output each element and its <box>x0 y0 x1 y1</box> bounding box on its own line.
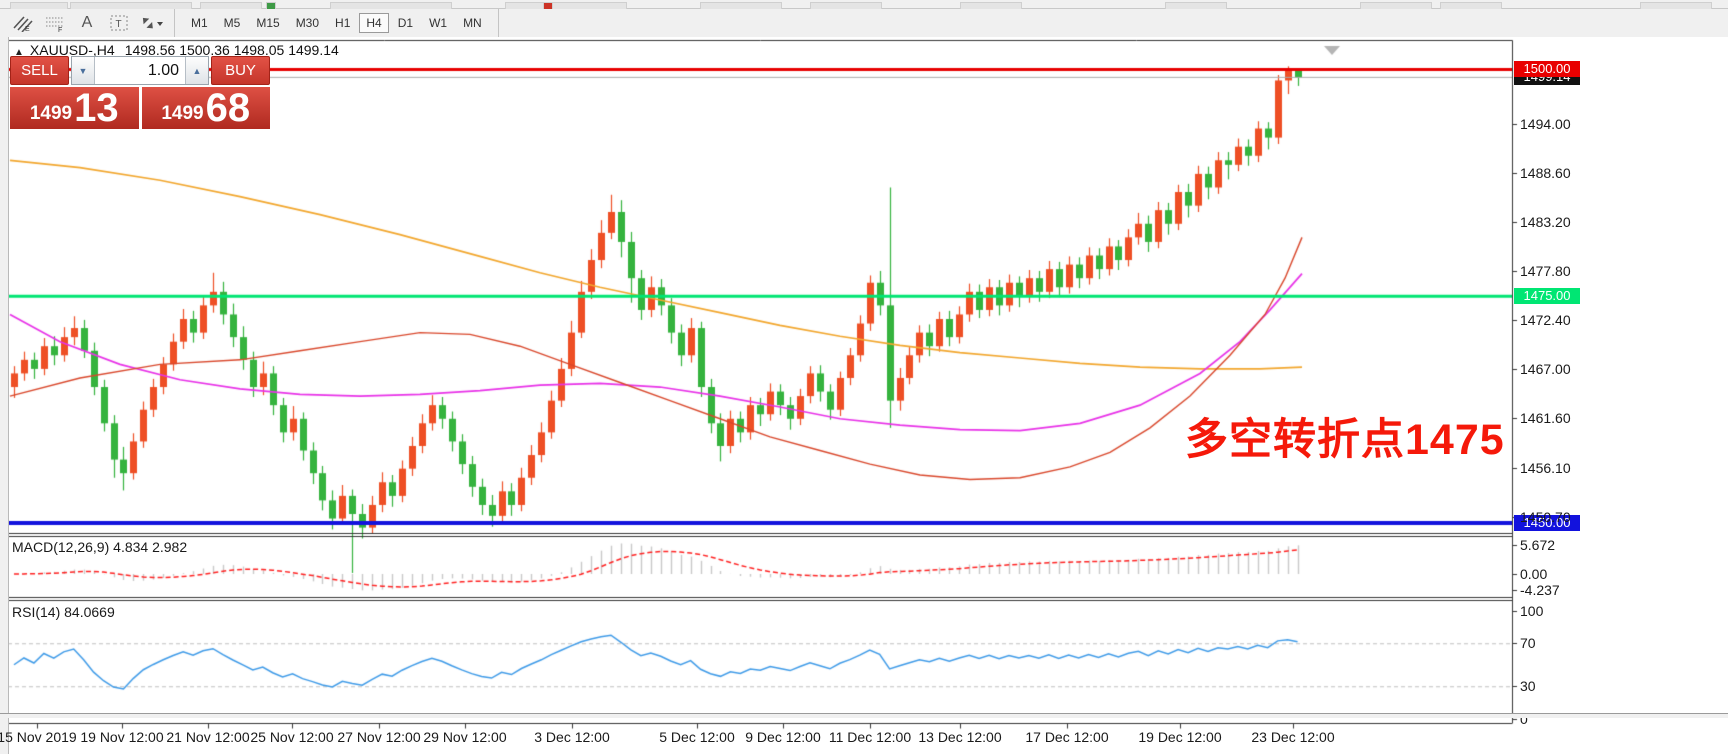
timeframe-button-h4[interactable]: H4 <box>359 13 389 33</box>
fibo-expansion-icon[interactable]: E <box>10 12 36 34</box>
one-click-trade-panel: SELL ▼ ▲ BUY 1499 13 1499 68 <box>10 56 270 129</box>
buy-price-big: 68 <box>205 86 251 130</box>
price-tick-label: 1488.60 <box>1520 164 1571 181</box>
text-label-icon[interactable]: A <box>81 14 93 31</box>
cropped-toolbar-button <box>1640 2 1712 9</box>
time-tick-label: 13 Dec 12:00 <box>918 729 1002 745</box>
time-tick-label: 25 Nov 12:00 <box>250 729 334 745</box>
timeframe-button-d1[interactable]: D1 <box>391 13 420 33</box>
macd-tick-label: 0.00 <box>1520 566 1548 582</box>
rsi-value: 84.0669 <box>64 604 115 620</box>
rsi-tick-label: 70 <box>1520 635 1536 652</box>
chart-window: ▲ XAUUSD-,H4 1498.56 1500.36 1498.05 1499.… <box>0 37 1728 754</box>
window-left-gutter <box>0 37 9 754</box>
rsi-label: RSI(14) 84.0669 <box>12 604 115 620</box>
timeframe-button-mn[interactable]: MN <box>456 13 489 33</box>
buy-price-small: 1499 <box>161 103 204 124</box>
hline-1500-label: 1500.00 <box>1514 61 1580 78</box>
time-tick-label: 29 Nov 12:00 <box>423 729 507 745</box>
cropped-toolbar-button <box>960 2 1022 9</box>
volume-increase-button[interactable]: ▲ <box>186 57 208 84</box>
volume-decrease-button[interactable]: ▼ <box>72 57 94 84</box>
hline-1450-label: 1450.00 <box>1514 514 1580 531</box>
volume-group: ▼ ▲ <box>71 56 209 85</box>
price-tick-label: 1450.70 <box>1520 508 1571 525</box>
chart-ohlc-values: 1498.56 1500.36 1498.05 1499.14 <box>124 42 339 58</box>
sell-button[interactable]: SELL <box>10 56 69 85</box>
cropped-red-icon <box>543 2 553 9</box>
cropped-toolbar-button <box>70 2 192 9</box>
timeframes-toolbar: M1 M5 M15 M30 H1 H4 D1 W1 MN <box>174 9 490 37</box>
arrows-icon[interactable] <box>138 12 164 34</box>
timeframe-button-m30[interactable]: M30 <box>289 13 326 33</box>
text-box-icon[interactable]: T <box>106 12 132 34</box>
cropped-toolbar-button <box>330 2 452 9</box>
time-tick-label: 3 Dec 12:00 <box>534 729 610 745</box>
cropped-toolbar-button <box>700 2 782 9</box>
sell-price-box[interactable]: 1499 13 <box>10 87 139 129</box>
time-tick-label: 17 Dec 12:00 <box>1025 729 1109 745</box>
rsi-tick-label: 0 <box>1520 710 1528 727</box>
cropped-toolbar-button <box>1165 2 1227 9</box>
macd-signal-value: 2.982 <box>152 539 188 555</box>
time-tick-label: 23 Dec 12:00 <box>1251 729 1335 745</box>
price-tick-label: 1472.40 <box>1520 311 1571 328</box>
rsi-tick-label: 30 <box>1520 678 1536 695</box>
buy-price-box[interactable]: 1499 68 <box>141 86 270 130</box>
toolbar: E F A T M1 M5 M15 M30 H1 H4 D1 W1 MN <box>0 9 1728 38</box>
chart-symbol-period: XAUUSD-,H4 <box>29 42 115 58</box>
timeframe-button-w1[interactable]: W1 <box>422 13 454 33</box>
buy-button[interactable]: BUY <box>211 56 270 85</box>
timeframe-button-m15[interactable]: M15 <box>249 13 286 33</box>
time-tick-label: 15 Nov 2019 <box>0 729 77 745</box>
cropped-toolbar-button <box>200 2 262 9</box>
cropped-toolbar-button <box>10 2 68 9</box>
cropped-green-icon <box>266 2 276 9</box>
cropped-toolbar-strip <box>0 0 1728 9</box>
volume-input[interactable] <box>94 57 186 84</box>
price-tick-label: 1456.10 <box>1520 459 1571 476</box>
macd-label: MACD(12,26,9) 4.834 2.982 <box>12 539 188 555</box>
sell-price-big: 13 <box>74 86 119 130</box>
rsi-tick-label: 100 <box>1520 603 1544 619</box>
macd-tick-label: -4.237 <box>1520 582 1560 599</box>
cropped-toolbar-button <box>810 2 882 9</box>
price-tick-label: 1467.00 <box>1520 360 1571 377</box>
svg-text:T: T <box>116 19 122 30</box>
timeframe-button-m1[interactable]: M1 <box>184 13 215 33</box>
chart-annotation-text: 多空转折点1475 <box>1185 416 1505 464</box>
line-studies-toolbar: E F A T <box>0 12 174 34</box>
macd-tick-label: 5.672 <box>1520 537 1556 554</box>
timeframe-button-m5[interactable]: M5 <box>217 13 248 33</box>
svg-text:F: F <box>58 27 62 32</box>
macd-main-value: 4.834 <box>113 539 149 555</box>
toolbar-separator <box>497 9 499 37</box>
time-tick-label: 19 Dec 12:00 <box>1138 729 1222 745</box>
hline-1475-label: 1475.00 <box>1514 287 1580 304</box>
chart-canvas[interactable] <box>0 37 1728 754</box>
time-tick-label: 9 Dec 12:00 <box>745 729 821 745</box>
price-tick-label: 1494.00 <box>1520 116 1571 132</box>
chart-title: ▲ XAUUSD-,H4 1498.56 1500.36 1498.05 1499.… <box>14 42 339 58</box>
cropped-toolbar-button <box>1360 2 1432 9</box>
price-tick-label: 1461.60 <box>1520 409 1571 426</box>
price-tick-label: 1477.80 <box>1520 262 1571 279</box>
time-tick-label: 21 Nov 12:00 <box>166 729 250 745</box>
sell-price-small: 1499 <box>29 103 73 124</box>
fibo-fan-icon[interactable]: F <box>42 12 68 34</box>
timeframe-button-h1[interactable]: H1 <box>328 13 357 33</box>
cropped-toolbar-button <box>505 2 627 9</box>
window-bottom-edge <box>0 713 1728 718</box>
one-click-panel-toggle-icon[interactable]: ▲ <box>14 47 24 58</box>
time-tick-label: 27 Nov 12:00 <box>337 729 421 745</box>
time-tick-label: 5 Dec 12:00 <box>659 729 735 745</box>
cropped-toolbar-button <box>1440 2 1502 9</box>
price-tick-label: 1483.20 <box>1520 213 1571 230</box>
svg-text:E: E <box>25 26 30 32</box>
time-tick-label: 11 Dec 12:00 <box>828 729 912 745</box>
time-tick-label: 19 Nov 12:00 <box>80 729 164 745</box>
